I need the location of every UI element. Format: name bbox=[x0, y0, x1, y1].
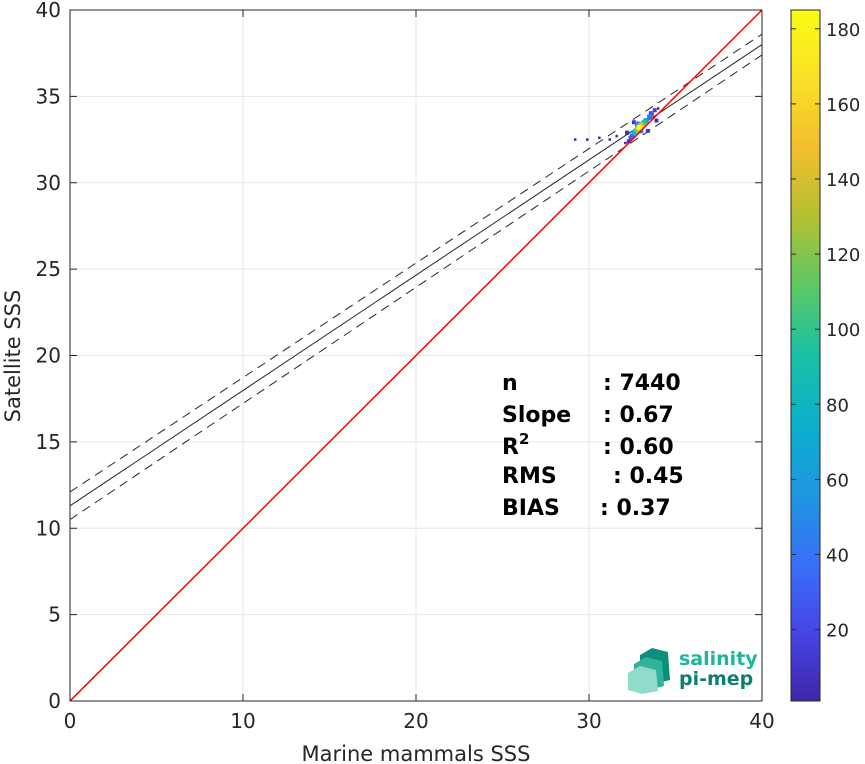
colorbar-tick-label: 20 bbox=[826, 621, 849, 642]
density-point bbox=[573, 138, 577, 141]
colorbar-tick-label: 40 bbox=[826, 546, 849, 567]
density-point bbox=[648, 111, 654, 117]
density-point bbox=[625, 130, 630, 135]
x-tick-label: 10 bbox=[230, 709, 255, 733]
density-point bbox=[647, 114, 653, 120]
y-tick-label: 35 bbox=[36, 84, 61, 108]
axis-ticks: 0 10 20 30 40 0 5 10 15 20 25 30 35 40 bbox=[36, 0, 775, 733]
colorbar-tick-label: 140 bbox=[826, 170, 860, 191]
density-point bbox=[631, 120, 636, 125]
density-point bbox=[598, 136, 601, 140]
stat-label-sup: 2 bbox=[519, 430, 529, 448]
logo-mark bbox=[628, 648, 670, 694]
y-tick-label: 30 bbox=[36, 171, 61, 195]
colorbar-tick-label: 60 bbox=[826, 470, 849, 491]
x-axis-label: Marine mammals SSS bbox=[302, 742, 531, 764]
y-axis-label: Satellite SSS bbox=[1, 290, 25, 423]
stat-value: : 7440 bbox=[603, 371, 681, 396]
stat-label: RMS bbox=[502, 464, 557, 489]
density-point bbox=[645, 128, 650, 133]
y-tick-label: 10 bbox=[36, 516, 61, 540]
density-point bbox=[636, 124, 642, 130]
density-point bbox=[656, 107, 660, 110]
density-point bbox=[624, 141, 627, 145]
density-point bbox=[652, 108, 657, 113]
density-point bbox=[586, 138, 589, 141]
density-point bbox=[626, 139, 631, 144]
density-point bbox=[634, 121, 640, 127]
stat-label: Slope bbox=[502, 403, 571, 428]
stat-label: n bbox=[502, 371, 518, 396]
logo-line2: pi-mep bbox=[679, 668, 753, 690]
colorbar-bar bbox=[790, 9, 821, 702]
density-point bbox=[615, 134, 618, 138]
x-tick-label: 40 bbox=[749, 709, 774, 733]
stat-label: R2 bbox=[502, 430, 529, 460]
x-tick-label: 30 bbox=[576, 709, 601, 733]
regression-upper-bound bbox=[69, 33, 763, 493]
y-tick-label: 40 bbox=[36, 0, 61, 22]
plot-marks bbox=[69, 9, 763, 702]
y-tick-label: 0 bbox=[48, 689, 61, 713]
colorbar-tick-label: 100 bbox=[826, 320, 860, 341]
density-point bbox=[629, 133, 635, 139]
stat-value: : 0.60 bbox=[603, 435, 674, 460]
logo-line1: salinity bbox=[679, 648, 758, 670]
colorbar-tick-label: 180 bbox=[826, 20, 860, 41]
density-point bbox=[654, 118, 659, 123]
x-tick-label: 0 bbox=[64, 709, 77, 733]
density-point bbox=[608, 138, 612, 141]
y-tick-label: 5 bbox=[48, 603, 61, 627]
x-tick-label: 20 bbox=[403, 709, 428, 733]
stat-value: : 0.45 bbox=[613, 464, 684, 489]
colorbar-tick-label: 160 bbox=[826, 95, 860, 116]
one-to-one-line bbox=[69, 9, 763, 702]
salinity-pi-mep-logo: salinity pi-mep bbox=[628, 648, 758, 694]
colorbar-tick-label: 120 bbox=[826, 245, 860, 266]
y-tick-label: 15 bbox=[36, 430, 61, 454]
stats-box: n : 7440 Slope : 0.67 R2 : 0.60 RMS : 0.45 BIAS:… bbox=[502, 371, 684, 521]
stat-label: BIAS bbox=[502, 496, 560, 521]
stat-value: : 0.67 bbox=[603, 403, 674, 428]
colorbar-tick-label: 80 bbox=[826, 395, 849, 416]
stat-value: : 0.37 bbox=[600, 496, 671, 521]
y-tick-label: 20 bbox=[36, 344, 61, 368]
y-tick-label: 25 bbox=[36, 257, 61, 281]
colorbar: 20 40 60 80 100 120 140 160 180 bbox=[790, 9, 860, 702]
